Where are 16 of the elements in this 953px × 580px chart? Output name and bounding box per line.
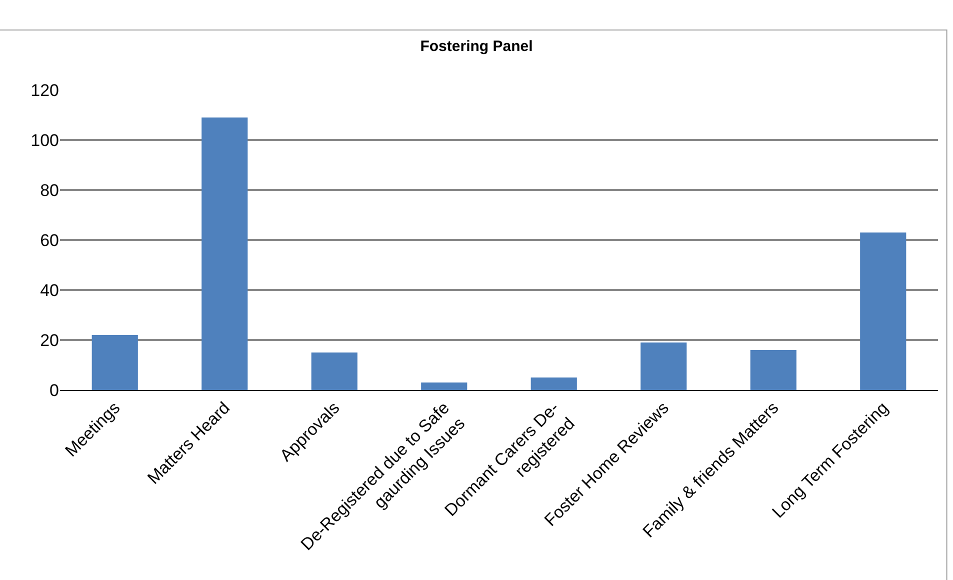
bar bbox=[530, 378, 577, 390]
bar bbox=[860, 232, 906, 390]
y-tick-label: 100 bbox=[30, 130, 59, 150]
bar bbox=[640, 342, 687, 390]
bar bbox=[92, 335, 138, 390]
y-tick-label: 120 bbox=[30, 80, 59, 100]
bar bbox=[421, 382, 468, 390]
y-tick-label: 60 bbox=[40, 230, 59, 250]
y-tick-label: 20 bbox=[40, 330, 59, 350]
y-tick-label: 0 bbox=[50, 380, 59, 400]
bar bbox=[311, 352, 358, 390]
chart-title: Fostering Panel bbox=[420, 38, 533, 56]
y-tick-label: 80 bbox=[40, 180, 59, 200]
bar bbox=[202, 118, 248, 390]
y-tick-label: 40 bbox=[40, 280, 59, 300]
bar bbox=[750, 350, 796, 390]
